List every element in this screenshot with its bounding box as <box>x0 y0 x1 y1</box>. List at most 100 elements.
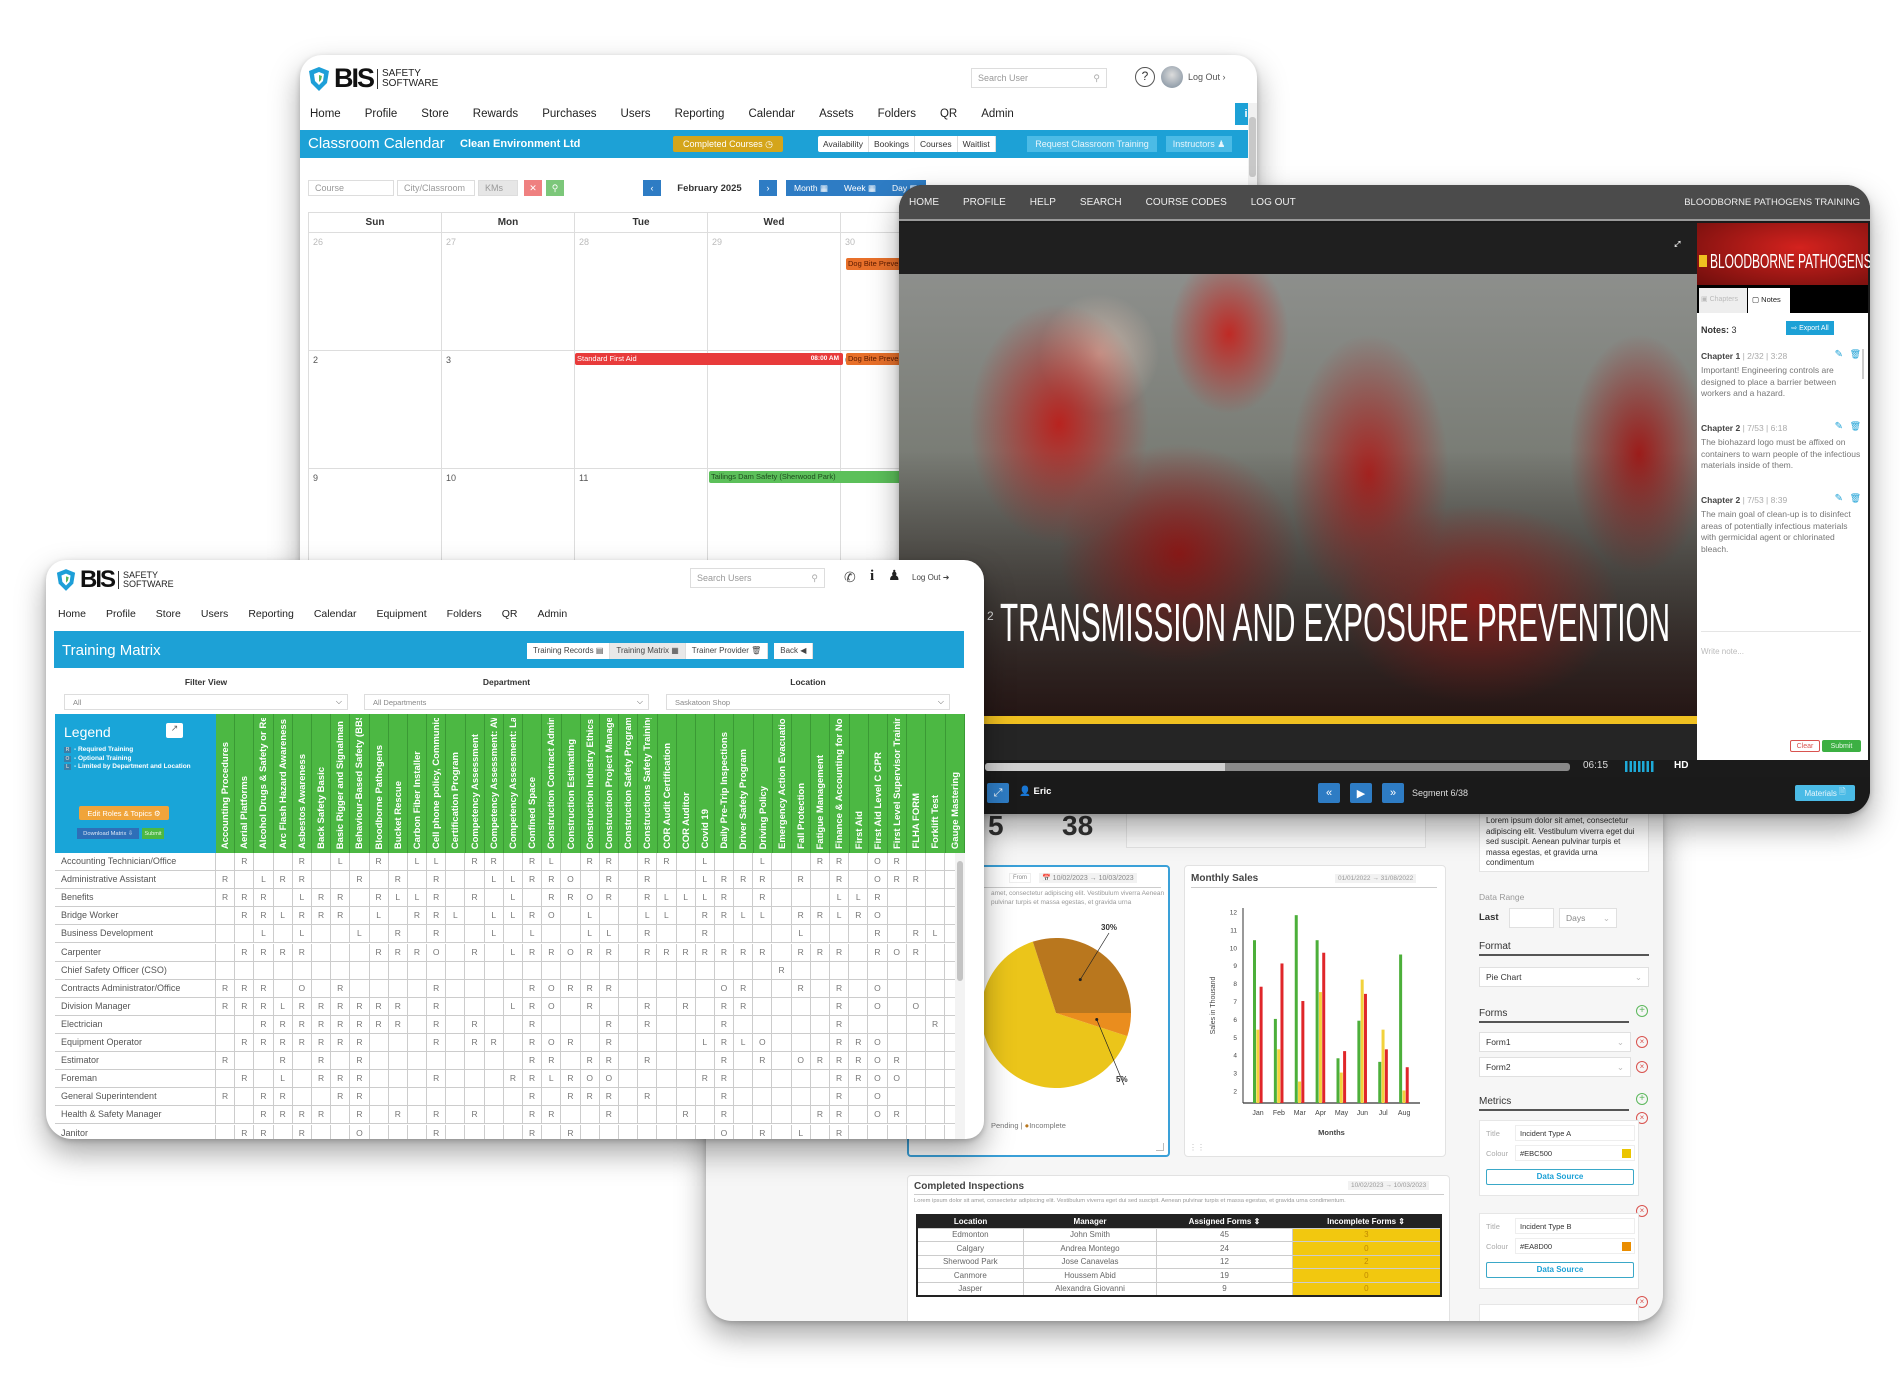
nav-users[interactable]: Users <box>200 608 229 620</box>
matrix-cell[interactable]: R <box>293 871 312 889</box>
column-header[interactable]: COR Audit Certification <box>658 714 677 853</box>
matrix-cell[interactable] <box>619 1106 639 1124</box>
search-users-input[interactable]: Search Users ⚲ <box>690 568 825 588</box>
matrix-cell[interactable] <box>254 853 274 871</box>
matrix-cell[interactable] <box>370 1034 389 1052</box>
matrix-cell[interactable]: R <box>830 1088 850 1106</box>
matrix-cell[interactable] <box>849 1015 869 1033</box>
matrix-cell[interactable] <box>772 1015 792 1033</box>
matrix-cell[interactable]: R <box>907 943 926 961</box>
completed-courses-button[interactable]: Completed Courses ◷ <box>673 136 783 152</box>
matrix-cell[interactable] <box>849 1106 869 1124</box>
matrix-cell[interactable]: R <box>465 1106 485 1124</box>
matrix-cell[interactable] <box>446 853 466 871</box>
matrix-cell[interactable] <box>657 925 677 943</box>
matrix-cell[interactable] <box>389 1052 408 1070</box>
matrix-cell[interactable] <box>907 1052 926 1070</box>
date-range[interactable]: 01/01/2022 → 31/08/2022 <box>1335 874 1417 883</box>
matrix-cell[interactable]: R <box>523 997 543 1015</box>
column-header[interactable]: Covid 19 <box>696 714 716 853</box>
matrix-cell[interactable] <box>600 1124 619 1139</box>
matrix-cell[interactable]: R <box>523 1124 543 1139</box>
matrix-cell[interactable]: R <box>293 1034 312 1052</box>
matrix-cell[interactable]: R <box>254 1015 274 1033</box>
export-all-button[interactable]: ⇨ Export All <box>1786 321 1834 335</box>
matrix-cell[interactable]: O <box>561 871 581 889</box>
matrix-cell[interactable] <box>696 1015 715 1033</box>
matrix-cell[interactable] <box>868 1015 888 1033</box>
matrix-cell[interactable] <box>216 1124 236 1139</box>
matrix-cell[interactable] <box>370 1124 389 1139</box>
matrix-cell[interactable]: R <box>293 943 312 961</box>
matrix-cell[interactable]: R <box>331 997 351 1015</box>
matrix-cell[interactable] <box>772 925 792 943</box>
nav-equipment[interactable]: Equipment <box>376 608 427 620</box>
column-header[interactable]: Gauge Mastering <box>946 714 965 853</box>
matrix-cell[interactable] <box>561 1015 581 1033</box>
matrix-cell[interactable]: R <box>561 1124 581 1139</box>
matrix-cell[interactable] <box>561 1106 581 1124</box>
matrix-cell[interactable]: L <box>792 1124 811 1139</box>
matrix-cell[interactable]: R <box>581 979 600 997</box>
calendar-day-cell[interactable]: 2 <box>308 351 441 468</box>
matrix-cell[interactable] <box>811 871 830 889</box>
matrix-cell[interactable] <box>485 997 504 1015</box>
calendar-day-cell[interactable]: 11 <box>574 469 707 575</box>
matrix-cell[interactable] <box>677 1034 696 1052</box>
matrix-cell[interactable]: R <box>830 997 850 1015</box>
matrix-cell[interactable] <box>542 961 562 979</box>
matrix-cell[interactable] <box>792 961 811 979</box>
column-header[interactable]: Basic Rigger and Signalman <box>331 714 351 853</box>
role-name[interactable]: Foreman <box>55 1070 216 1088</box>
remove-metric-icon[interactable]: × <box>1636 1205 1648 1217</box>
nav-assets[interactable]: Assets <box>819 108 854 120</box>
matrix-cell[interactable] <box>408 961 428 979</box>
matrix-cell[interactable]: R <box>312 1052 332 1070</box>
matrix-cell[interactable] <box>408 1034 428 1052</box>
matrix-cell[interactable]: L <box>485 925 504 943</box>
matrix-cell[interactable] <box>888 961 907 979</box>
column-header[interactable]: Confined Space <box>523 714 543 853</box>
matrix-cell[interactable]: R <box>465 853 485 871</box>
column-header[interactable]: Daily Pre-Trip Inspections <box>715 714 735 853</box>
matrix-cell[interactable] <box>638 1070 658 1088</box>
column-header[interactable]: Competency Assessment: Ladder <box>504 714 524 853</box>
matrix-cell[interactable] <box>370 1052 389 1070</box>
data-source-button[interactable]: Data Source <box>1486 1169 1634 1185</box>
matrix-cell[interactable]: R <box>830 943 850 961</box>
matrix-cell[interactable]: R <box>561 1034 581 1052</box>
city-filter-input[interactable]: City/Classroom <box>397 180 475 196</box>
matrix-cell[interactable] <box>389 853 408 871</box>
matrix-cell[interactable] <box>657 1070 677 1088</box>
matrix-cell[interactable] <box>907 1106 926 1124</box>
matrix-cell[interactable]: R <box>370 1015 389 1033</box>
matrix-cell[interactable]: R <box>331 1070 351 1088</box>
matrix-cell[interactable]: O <box>868 1088 888 1106</box>
matrix-cell[interactable]: R <box>427 1106 447 1124</box>
matrix-cell[interactable]: R <box>254 1088 274 1106</box>
next-month-button[interactable]: › <box>759 180 777 196</box>
tab-availability[interactable]: Availability <box>818 136 870 152</box>
matrix-cell[interactable] <box>216 1106 236 1124</box>
submit-note-button[interactable]: Submit <box>1822 740 1861 752</box>
matrix-cell[interactable] <box>657 1106 677 1124</box>
matrix-cell[interactable]: O <box>293 979 312 997</box>
matrix-cell[interactable]: R <box>274 1088 293 1106</box>
matrix-cell[interactable] <box>926 871 946 889</box>
matrix-cell[interactable]: R <box>734 997 754 1015</box>
matrix-cell[interactable] <box>753 1106 773 1124</box>
matrix-cell[interactable] <box>600 907 619 925</box>
matrix-cell[interactable] <box>446 961 466 979</box>
matrix-cell[interactable] <box>753 961 773 979</box>
nav-search[interactable]: SEARCH <box>1079 197 1122 208</box>
matrix-cell[interactable]: O <box>868 997 888 1015</box>
matrix-cell[interactable] <box>312 853 332 871</box>
matrix-cell[interactable]: R <box>542 1052 562 1070</box>
column-header[interactable]: Cell phone policy, Communicatio <box>427 714 447 853</box>
matrix-cell[interactable]: R <box>254 1034 274 1052</box>
matrix-cell[interactable] <box>235 871 255 889</box>
matrix-cell[interactable]: R <box>427 979 447 997</box>
column-header[interactable]: Alcohol Drugs & Safety or Reaso <box>254 714 274 853</box>
download-matrix-button[interactable]: Download Matrix ⇩ <box>77 828 139 839</box>
nav-profile[interactable]: Profile <box>364 108 398 120</box>
